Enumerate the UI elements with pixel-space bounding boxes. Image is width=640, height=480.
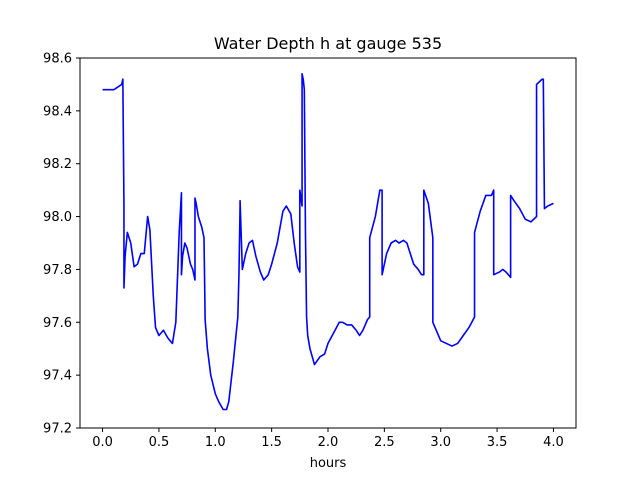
- y-tick-label: 97.8: [43, 263, 72, 278]
- y-tick-label: 97.6: [43, 316, 72, 331]
- x-tick-label: 1.5: [261, 435, 282, 450]
- data-layer: [102, 73, 554, 411]
- y-axis: 97.2 97.4 97.6 97.8 98.0 98.2 98.4 98.6: [43, 52, 80, 437]
- y-tick-label: 98.0: [43, 210, 72, 225]
- x-tick-label: 1.0: [205, 435, 226, 450]
- y-tick-label: 97.2: [43, 422, 72, 437]
- x-tick-label: 4.0: [543, 435, 564, 450]
- x-tick-label: 2.5: [374, 435, 395, 450]
- y-tick-label: 98.2: [43, 157, 72, 172]
- x-tick-label: 3.5: [487, 435, 508, 450]
- x-tick-label: 0.0: [92, 435, 113, 450]
- x-axis: 0.0 0.5 1.0 1.5 2.0 2.5 3.0 3.5 4.0: [92, 428, 564, 450]
- y-tick-label: 98.6: [43, 52, 72, 67]
- x-tick-label: 3.0: [430, 435, 451, 450]
- series-line: [102, 73, 554, 411]
- x-tick-label: 2.0: [318, 435, 339, 450]
- x-tick-label: 0.5: [149, 435, 170, 450]
- y-tick-label: 98.4: [43, 104, 72, 119]
- x-axis-label: hours: [310, 456, 347, 471]
- chart-title: Water Depth h at gauge 535: [214, 34, 442, 53]
- plot-area: [80, 58, 576, 428]
- y-tick-label: 97.4: [43, 369, 72, 384]
